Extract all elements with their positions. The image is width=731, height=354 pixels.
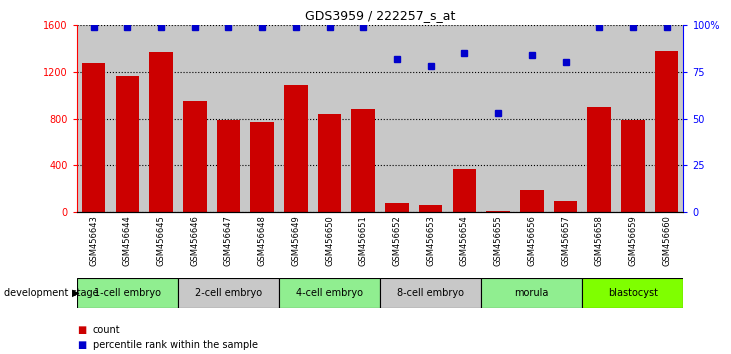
Bar xyxy=(178,278,279,308)
Text: ▶: ▶ xyxy=(72,288,79,298)
Bar xyxy=(279,278,380,308)
Bar xyxy=(452,169,476,212)
Bar xyxy=(655,51,678,212)
Text: 1-cell embryo: 1-cell embryo xyxy=(94,288,161,298)
Text: count: count xyxy=(93,325,121,335)
Bar xyxy=(486,211,510,212)
Text: blastocyst: blastocyst xyxy=(608,288,658,298)
Bar xyxy=(82,63,105,212)
Bar xyxy=(284,85,308,212)
Bar xyxy=(419,205,442,212)
Title: GDS3959 / 222257_s_at: GDS3959 / 222257_s_at xyxy=(305,9,455,22)
Bar xyxy=(183,101,207,212)
Bar xyxy=(250,121,274,212)
Bar xyxy=(621,120,645,212)
Bar xyxy=(380,278,481,308)
Bar xyxy=(77,278,178,308)
Bar xyxy=(520,189,544,212)
Bar xyxy=(216,120,240,212)
Bar xyxy=(149,52,173,212)
Text: development stage: development stage xyxy=(4,288,98,298)
Bar xyxy=(588,107,611,212)
Text: percentile rank within the sample: percentile rank within the sample xyxy=(93,340,258,350)
Bar xyxy=(352,109,375,212)
Bar xyxy=(115,76,139,212)
Text: 4-cell embryo: 4-cell embryo xyxy=(296,288,363,298)
Text: morula: morula xyxy=(515,288,549,298)
Bar xyxy=(583,278,683,308)
Text: 8-cell embryo: 8-cell embryo xyxy=(397,288,464,298)
Text: 2-cell embryo: 2-cell embryo xyxy=(195,288,262,298)
Text: ■: ■ xyxy=(77,325,86,335)
Bar xyxy=(318,114,341,212)
Bar xyxy=(553,201,577,212)
Text: ■: ■ xyxy=(77,340,86,350)
Bar xyxy=(481,278,583,308)
Bar xyxy=(385,203,409,212)
